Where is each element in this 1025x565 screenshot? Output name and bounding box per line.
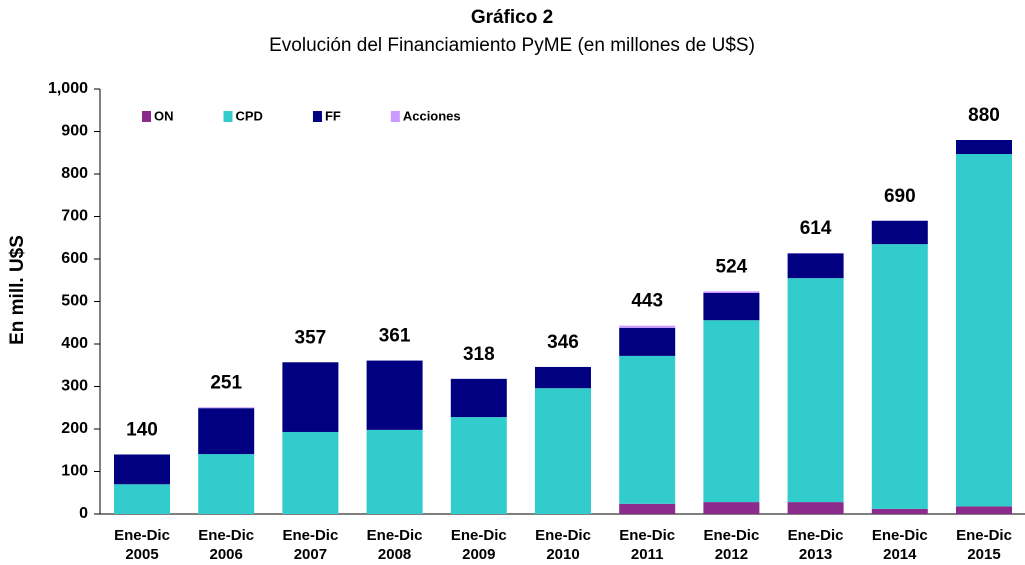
y-tick-label: 1,000 [48, 80, 88, 97]
y-tick-label: 200 [61, 420, 88, 437]
legend-label: Acciones [403, 108, 461, 123]
bar-segment [366, 360, 423, 430]
y-tick-label: 500 [61, 293, 88, 310]
bar-segment [198, 407, 255, 409]
bar-segment [114, 484, 170, 514]
legend-swatch [223, 111, 233, 122]
total-label: 357 [295, 327, 327, 348]
bar-segment [198, 454, 255, 514]
x-tick-label: Ene-Dic 2009 [451, 527, 507, 563]
x-tick-label: Ene-Dic 2015 [956, 527, 1012, 563]
x-tick-label: Ene-Dic 2006 [198, 527, 254, 563]
total-label: 443 [631, 291, 663, 312]
x-tick-label: Ene-Dic 2007 [282, 527, 338, 563]
total-label: 524 [716, 256, 748, 277]
bar-segment [703, 502, 760, 514]
total-label: 614 [800, 218, 832, 239]
y-tick-label: 400 [61, 335, 88, 352]
bar-segment [871, 508, 928, 514]
legend-swatch [312, 111, 322, 122]
x-tick-label: Ene-Dic 2010 [535, 527, 591, 563]
y-tick-label: 0 [79, 505, 88, 522]
y-tick-label: 100 [61, 463, 88, 480]
bar-segment [871, 244, 928, 509]
bar-segment [703, 291, 760, 293]
total-label: 140 [126, 420, 158, 441]
chart-subtitle: Evolución del Financiamiento PyME (en mi… [269, 35, 755, 56]
total-label: 880 [968, 105, 1000, 126]
x-tick-label: Ene-Dic 2013 [788, 527, 844, 563]
bar-segment [787, 278, 844, 503]
bar-segment [619, 327, 676, 356]
total-label: 346 [547, 332, 579, 353]
y-tick-label: 800 [61, 165, 88, 182]
bar-segment [703, 320, 760, 503]
bar-segment [450, 378, 507, 418]
legend-label: FF [325, 108, 341, 123]
bar-segment [198, 408, 255, 455]
bar-segment [619, 325, 676, 328]
y-tick-label: 700 [61, 208, 88, 225]
bar-segment [787, 502, 844, 514]
y-tick-label: 600 [61, 250, 88, 267]
total-label: 318 [463, 344, 495, 365]
bar-segment [871, 220, 928, 245]
x-tick-label: Ene-Dic 2008 [367, 527, 423, 563]
legend-swatch [142, 111, 151, 122]
legend-swatch [390, 111, 400, 122]
y-axis-label: En mill. U$S [7, 235, 28, 345]
x-tick-label: Ene-Dic 2012 [703, 527, 759, 563]
bar-segment [282, 362, 339, 432]
total-label: 690 [884, 186, 916, 207]
bar-segment [619, 355, 676, 504]
bar-segment [956, 154, 1012, 507]
legend-label: ON [154, 108, 174, 123]
bar-segment [114, 454, 170, 485]
bar-segment [956, 506, 1012, 514]
bar-segment [366, 429, 423, 514]
chart-title: Gráfico 2 [471, 7, 553, 28]
total-label: 361 [379, 326, 411, 347]
y-tick-label: 300 [61, 378, 88, 395]
bar-segment [535, 366, 591, 389]
legend-label: CPD [236, 108, 263, 123]
bar-segment [450, 417, 507, 514]
total-label: 251 [210, 372, 242, 393]
bar-segment [787, 253, 844, 279]
bar-segment [535, 388, 591, 514]
bar-segment [956, 140, 1012, 155]
bar-segment [703, 293, 760, 321]
x-tick-label: Ene-Dic 2011 [619, 527, 675, 563]
y-tick-label: 900 [61, 123, 88, 140]
x-tick-label: Ene-Dic 2014 [872, 527, 928, 563]
x-tick-label: Ene-Dic 2005 [114, 527, 170, 563]
bar-segment [619, 503, 676, 514]
bar-segment [282, 431, 339, 514]
